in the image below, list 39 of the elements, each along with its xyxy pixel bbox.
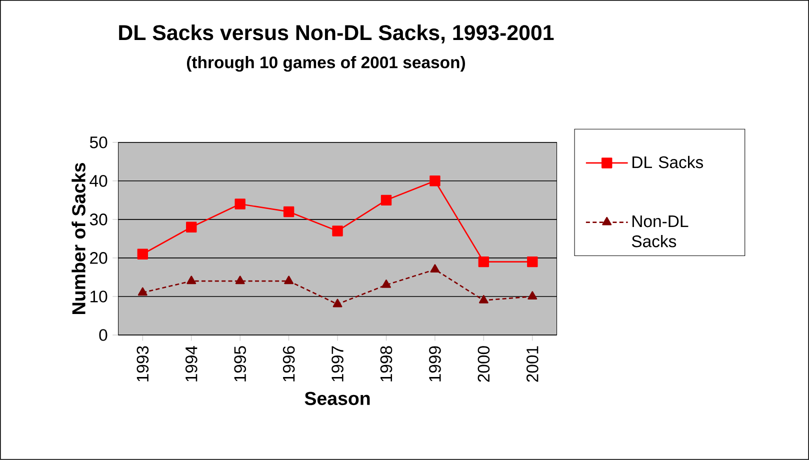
point: [380, 194, 392, 206]
point: [138, 287, 148, 296]
y-tick-label: 40: [90, 175, 108, 187]
point: [430, 176, 440, 186]
point: [186, 276, 196, 284]
legend-label: Non-DL Sacks: [632, 216, 688, 248]
point: [478, 256, 490, 268]
x-tick-label: 2001: [526, 346, 538, 382]
x-tick-label: 1994: [185, 346, 198, 382]
x-axis-title: Season: [304, 392, 370, 406]
legend-label: DL Sacks: [632, 156, 704, 168]
point: [430, 264, 440, 273]
point: [478, 295, 488, 304]
x-tick-label: 2000: [478, 346, 490, 382]
x-tick-label: 1998: [380, 346, 392, 382]
point: [283, 206, 294, 218]
chart-subtitle: (through 10 games of 2001 season): [186, 56, 465, 72]
point: [234, 198, 246, 210]
y-tick-label: 0: [99, 329, 108, 342]
y-tick-label: 10: [90, 290, 108, 302]
y-tick-label: 30: [90, 214, 108, 226]
point: [284, 276, 294, 284]
chart-title: DL Sacks versus Non-DL Sacks, 1993-2001: [119, 24, 554, 44]
x-tick-label: 1996: [282, 346, 295, 382]
point: [382, 280, 391, 288]
point: [332, 226, 343, 236]
point: [528, 291, 538, 300]
x-tick-label: 1995: [234, 346, 246, 382]
point: [137, 248, 148, 260]
point: [527, 256, 538, 268]
y-tick-label: 50: [90, 136, 108, 148]
point: [235, 276, 245, 284]
y-tick-label: 20: [90, 252, 108, 264]
x-tick-label: 1999: [429, 346, 441, 382]
y-axis-title: Number of Sacks: [72, 163, 86, 314]
x-tick-label: 1997: [332, 346, 344, 382]
point: [186, 222, 197, 233]
point: [332, 298, 342, 308]
x-tick-label: 1993: [136, 346, 149, 382]
